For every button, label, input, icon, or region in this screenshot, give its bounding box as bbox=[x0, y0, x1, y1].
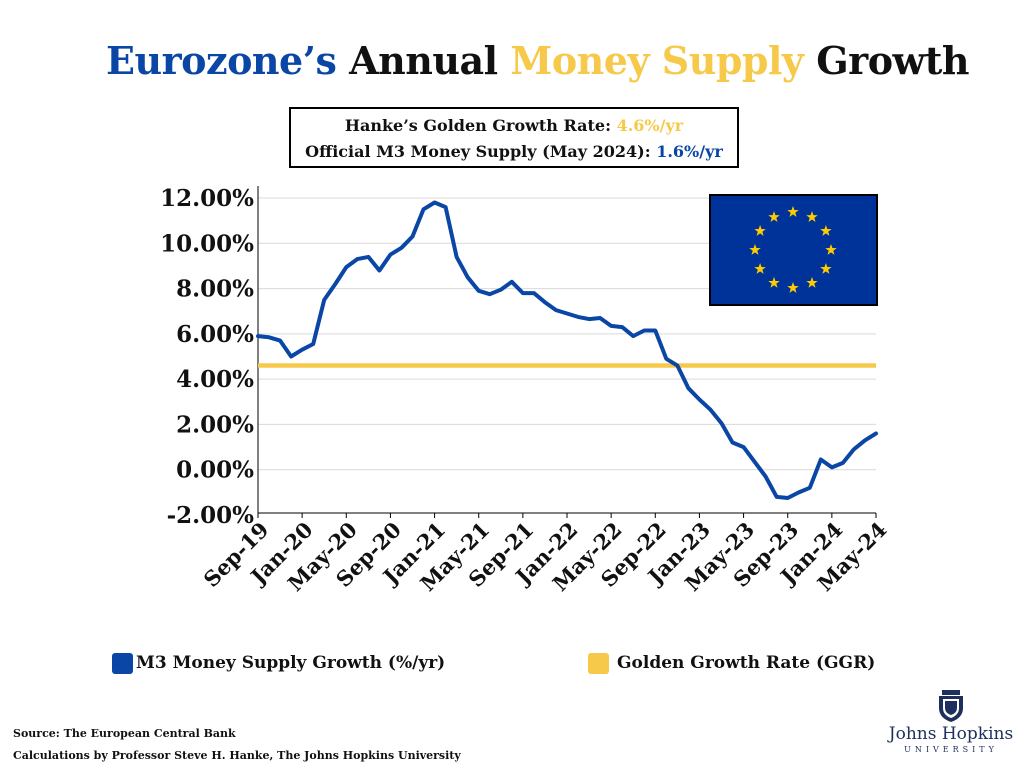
y-tick-label: 0.00% bbox=[176, 457, 254, 484]
golden-rate-label: Hanke’s Golden Growth Rate: bbox=[344, 116, 617, 135]
info-line-golden-rate: Hanke’s Golden Growth Rate: 4.6%/yr bbox=[291, 113, 737, 139]
star-icon bbox=[820, 263, 832, 274]
legend-label-m3: M3 Money Supply Growth (%/yr) bbox=[136, 653, 446, 673]
eu-flag bbox=[709, 194, 878, 306]
star-icon bbox=[749, 244, 761, 255]
legend-swatch-m3 bbox=[112, 652, 133, 674]
info-line-m3: Official M3 Money Supply (May 2024): 1.6… bbox=[291, 139, 737, 165]
m3-value: 1.6%/yr bbox=[656, 142, 723, 161]
star-icon bbox=[754, 263, 766, 274]
title-part-annual: Annual bbox=[336, 38, 511, 83]
m3-growth-line bbox=[256, 200, 878, 500]
legend-label-ggr: Golden Growth Rate (GGR) bbox=[617, 653, 876, 673]
flag-stars-ring bbox=[749, 206, 837, 293]
x-axis-ticks: Sep-19Jan-20May-20Sep-20Jan-21May-21Sep-… bbox=[198, 513, 892, 596]
golden-rate-value: 4.6%/yr bbox=[616, 116, 684, 135]
chart-title: Eurozone’s Annual Money Supply Growth bbox=[0, 38, 1024, 83]
star-icon bbox=[787, 282, 799, 293]
y-tick-label: 10.00% bbox=[160, 230, 254, 257]
star-icon bbox=[825, 244, 837, 255]
y-tick-label: -2.00% bbox=[167, 502, 255, 529]
star-icon bbox=[768, 211, 780, 222]
star-icon bbox=[754, 225, 766, 236]
legend-swatch-ggr bbox=[588, 652, 609, 674]
star-icon bbox=[787, 206, 799, 217]
jhu-name: Johns Hopkins bbox=[888, 724, 1014, 744]
star-icon bbox=[820, 225, 832, 236]
title-part-eurozone: Eurozone’s bbox=[106, 38, 337, 83]
source-note: Source: The European Central Bank bbox=[13, 727, 236, 740]
y-tick-label: 4.00% bbox=[176, 366, 254, 393]
legend-ggr: Golden Growth Rate (GGR) bbox=[588, 650, 875, 676]
calculations-note: Calculations by Professor Steve H. Hanke… bbox=[13, 749, 461, 762]
footer-notes: Source: The European Central Bank Calcul… bbox=[13, 723, 461, 767]
title-part-money-supply: Money Supply bbox=[510, 38, 804, 83]
jhu-subtitle: UNIVERSITY bbox=[904, 745, 998, 754]
star-icon bbox=[806, 276, 818, 288]
jhu-logo: Johns Hopkins UNIVERSITY bbox=[884, 690, 1018, 762]
y-tick-label: 2.00% bbox=[176, 411, 254, 438]
y-tick-label: 8.00% bbox=[176, 276, 254, 303]
info-box: Hanke’s Golden Growth Rate: 4.6%/yr Offi… bbox=[289, 107, 739, 168]
m3-label: Official M3 Money Supply (May 2024): bbox=[305, 142, 657, 161]
title-part-growth: Growth bbox=[803, 38, 969, 83]
star-icon bbox=[806, 211, 818, 222]
legend-m3: M3 Money Supply Growth (%/yr) bbox=[112, 650, 445, 676]
y-tick-label: 6.00% bbox=[176, 321, 254, 348]
y-axis-ticks: 12.00% 10.00% 8.00% 6.00% 4.00% 2.00% 0.00% -2.… bbox=[160, 185, 254, 529]
y-tick-label: 12.00% bbox=[160, 185, 254, 212]
star-icon bbox=[768, 276, 780, 288]
jhu-shield-icon bbox=[939, 690, 963, 722]
